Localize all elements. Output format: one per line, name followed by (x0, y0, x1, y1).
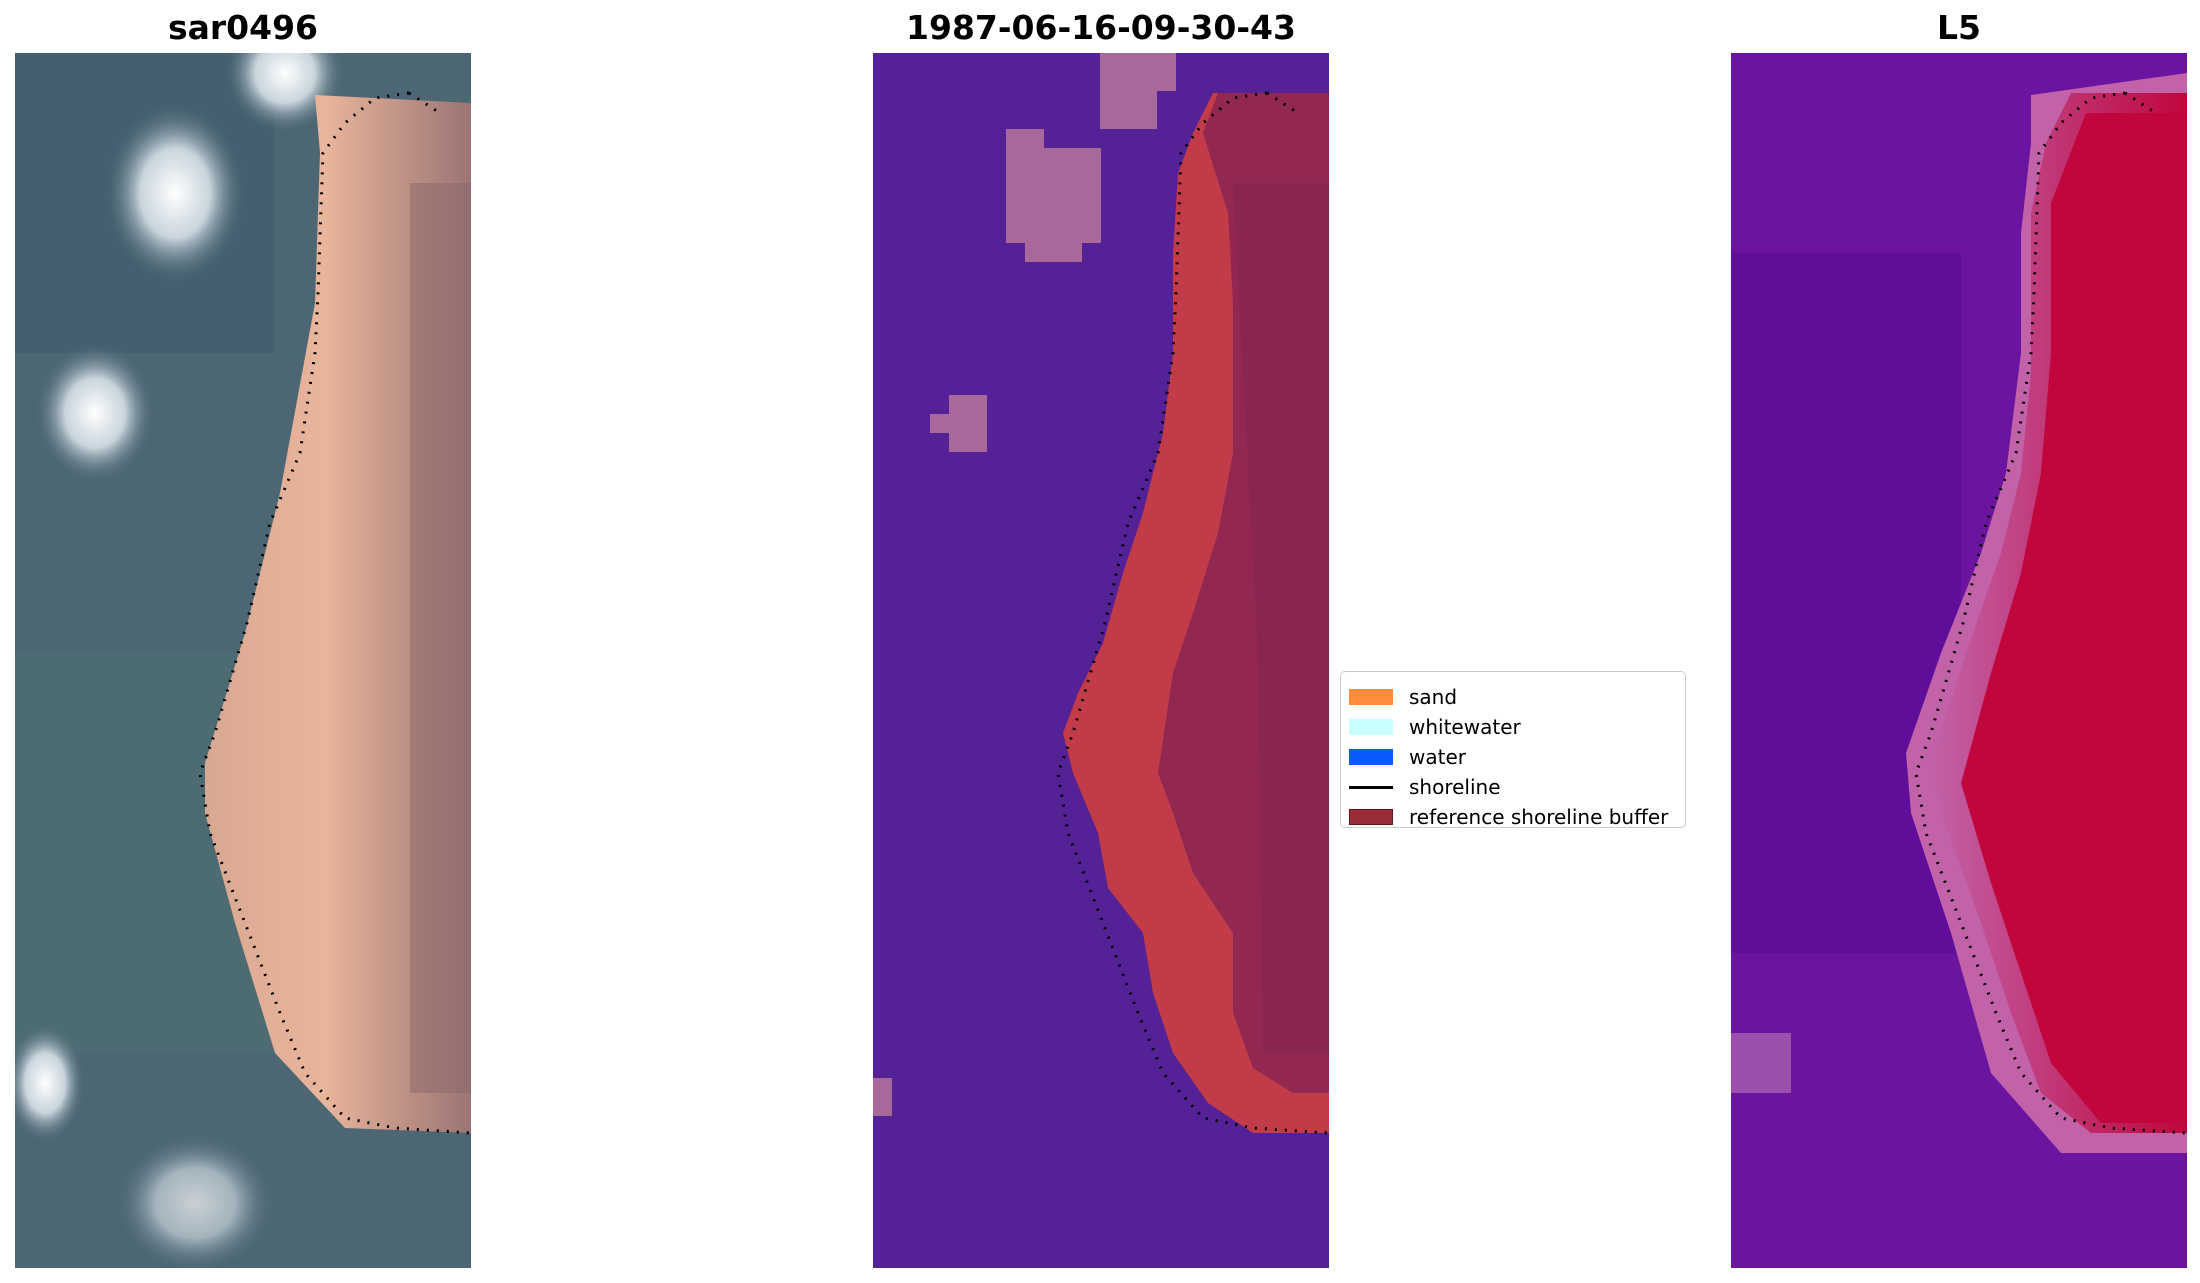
legend-item-shoreline: shoreline (1349, 773, 1501, 801)
classification-image (873, 53, 1329, 1268)
legend-item-whitewater: whitewater (1349, 713, 1521, 741)
shoreline-trace (1056, 91, 1329, 1135)
whitewater-swatch (1349, 719, 1393, 735)
legend-label: sand (1409, 685, 1458, 709)
shoreline-trace (198, 91, 471, 1135)
index-panel (1731, 53, 2187, 1268)
legend-label: shoreline (1409, 775, 1501, 799)
index-image (1731, 53, 2187, 1268)
legend-label: reference shoreline buffer (1409, 805, 1669, 829)
legend-item-water: water (1349, 743, 1466, 771)
legend-label: whitewater (1409, 715, 1521, 739)
shoreline-line-swatch (1349, 785, 1393, 789)
legend-label: water (1409, 745, 1466, 769)
sand-spit (205, 95, 471, 1133)
panel-title-classification: 1987-06-16-09-30-43 (906, 8, 1296, 47)
shoreline-trace (1914, 91, 2187, 1135)
water-swatch (1349, 749, 1393, 765)
panel-title-rgb: sar0496 (167, 8, 319, 47)
legend: sand whitewater water shoreline referenc… (1340, 671, 1686, 831)
rgb-satellite-image (15, 53, 471, 1268)
panel-title-index: L5 (1937, 8, 1981, 47)
legend-item-sand: sand (1349, 683, 1457, 711)
reference-buffer-swatch (1349, 809, 1393, 825)
sand-swatch (1349, 689, 1393, 705)
legend-item-reference-buffer: reference shoreline buffer (1349, 803, 1668, 831)
rgb-image-panel (15, 53, 471, 1268)
classification-panel (873, 53, 1329, 1268)
